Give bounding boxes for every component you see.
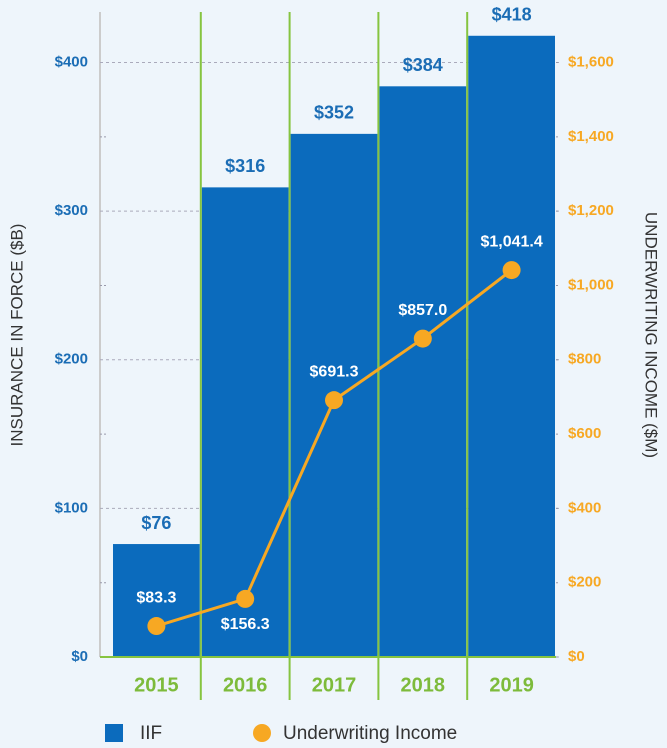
line-value-label: $857.0: [398, 302, 447, 319]
x-tick-label: 2016: [223, 674, 268, 696]
line-value-label: $156.3: [221, 616, 270, 633]
line-value-label: $691.3: [310, 363, 359, 380]
y2-tick-label: $1,600: [568, 53, 614, 70]
y-tick-label: $400: [55, 53, 88, 70]
y-tick-label: $100: [55, 499, 88, 516]
x-tick-label: 2015: [134, 674, 179, 696]
y2-tick-label: $400: [568, 499, 601, 516]
line-value-label: $83.3: [136, 589, 176, 606]
y2-tick-label: $800: [568, 351, 601, 368]
y2-tick-label: $1,200: [568, 202, 614, 219]
x-tick-label: 2018: [401, 674, 446, 696]
line-value-label: $1,041.4: [480, 233, 542, 250]
y2-tick-label: $1,400: [568, 128, 614, 145]
line-point: [325, 391, 343, 410]
y2-tick-label: $0: [568, 648, 585, 665]
line-point: [413, 329, 432, 348]
y-tick-label: $300: [55, 202, 88, 219]
y2-tick-label: $600: [568, 425, 601, 442]
line-point: [236, 589, 255, 608]
legend-label: IIF: [140, 723, 162, 744]
bar-value-label: $418: [492, 5, 532, 25]
legend-label: Underwriting Income: [283, 723, 457, 744]
y2-axis-title: UNDERWRITING INCOME ($M): [642, 212, 661, 458]
bar: [201, 187, 289, 658]
x-tick-label: 2019: [489, 674, 534, 696]
line-point: [502, 261, 521, 280]
line-point: [147, 617, 166, 636]
x-tick-label: 2017: [312, 674, 357, 696]
y2-tick-label: $200: [568, 574, 601, 591]
y-axis-title: INSURANCE IN FORCE ($B): [7, 224, 26, 447]
y2-tick-label: $1,000: [568, 276, 614, 293]
bar: [468, 35, 555, 657]
bar: [379, 86, 467, 657]
bar: [113, 544, 200, 657]
y-tick-label: $200: [55, 351, 88, 368]
bar-value-label: $352: [314, 103, 354, 123]
y-tick-label: $0: [71, 648, 88, 665]
legend-swatch: [105, 724, 123, 742]
bar-value-label: $316: [225, 156, 265, 176]
legend-swatch: [253, 724, 271, 742]
bar-value-label: $76: [141, 513, 171, 533]
bar-value-label: $384: [403, 55, 443, 75]
